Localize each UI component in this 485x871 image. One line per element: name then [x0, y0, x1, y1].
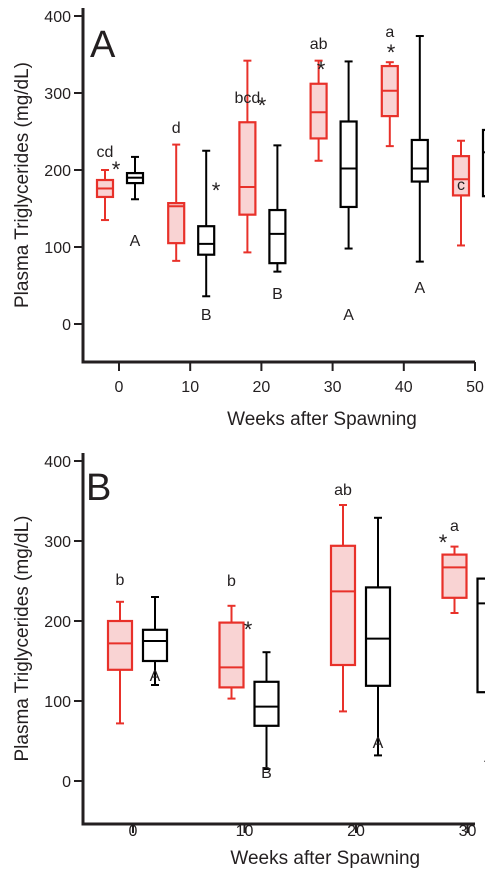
group-letter-red: b: [116, 572, 125, 589]
x-tick-label: 10: [236, 823, 254, 840]
black-box-20-iqr: [268, 208, 287, 265]
group-letter-red: bcd: [235, 90, 261, 107]
red-box-10-iqr: [218, 621, 245, 689]
black-box-30-iqr: [476, 577, 485, 694]
x-tick-label: 30: [324, 379, 342, 396]
y-tick-label: 100: [44, 240, 71, 257]
red-box-30-iqr: [309, 82, 328, 140]
x-tick-label: 30: [459, 823, 477, 840]
group-letter-black: B: [201, 307, 212, 324]
y-axis-label: Plasma Triglycerides (mg/dL): [12, 62, 33, 308]
significance-star: *: [317, 57, 326, 82]
x-tick-label: 10: [181, 379, 199, 396]
black-box-20-iqr: [364, 586, 392, 687]
group-letter-red: ab: [310, 36, 328, 53]
group-letter-red: b: [227, 573, 236, 590]
black-box-50-iqr: [481, 128, 485, 198]
x-tick-label: 0: [129, 823, 138, 840]
significance-star: *: [112, 157, 121, 182]
group-letter-black: A: [150, 668, 161, 685]
y-tick-label: 200: [44, 163, 71, 180]
y-tick-label: 400: [44, 454, 71, 471]
group-letter-black: A: [414, 280, 425, 297]
y-tick-label: 100: [44, 694, 71, 711]
significance-star: *: [439, 530, 448, 555]
red-box-20-iqr: [329, 544, 357, 667]
red-box-50-iqr: [451, 155, 471, 197]
black-box-10-iqr: [197, 225, 216, 256]
y-tick-label: 0: [62, 317, 71, 334]
group-letter-black: B: [272, 286, 283, 303]
y-tick-label: 400: [44, 9, 71, 26]
y-tick-label: 300: [44, 534, 71, 551]
group-letter-black: A: [373, 735, 384, 752]
panel-label: B: [86, 467, 111, 509]
significance-star: *: [387, 40, 396, 65]
red-box-0-iqr: [106, 619, 134, 671]
black-box-10-iqr: [253, 680, 280, 727]
x-axis-label: Weeks after Spawning: [230, 848, 420, 869]
group-letter-red: d: [172, 120, 181, 137]
significance-star: *: [212, 178, 221, 203]
significance-star: *: [244, 617, 253, 642]
y-tick-label: 0: [62, 774, 71, 791]
group-letter-red: ab: [334, 482, 352, 499]
panel-label: A: [90, 24, 116, 66]
black-box-0-iqr: [141, 628, 169, 663]
significance-star: *: [258, 93, 267, 118]
y-tick-label: 300: [44, 86, 71, 103]
group-letter-red: a: [385, 24, 394, 41]
red-box-30-iqr: [441, 553, 468, 599]
group-letter-black: A: [343, 307, 354, 324]
y-tick-label: 200: [44, 614, 71, 631]
group-letter-black: B: [261, 765, 272, 782]
group-letter-black: A: [130, 233, 141, 250]
y-axis-label: Plasma Triglycerides (mg/dL): [12, 515, 33, 761]
red-box-10-iqr: [167, 202, 186, 245]
x-tick-label: 40: [395, 379, 413, 396]
group-letter-red: c: [457, 177, 465, 194]
x-tick-label: 50: [466, 379, 484, 396]
red-box-20-iqr: [238, 121, 257, 216]
group-letter-red: a: [450, 518, 459, 535]
x-tick-label: 20: [347, 823, 365, 840]
x-tick-label: 20: [253, 379, 271, 396]
black-box-30-iqr: [339, 120, 358, 209]
x-axis-label: Weeks after Spawning: [227, 409, 417, 430]
group-letter-red: cd: [97, 144, 114, 161]
black-box-40-iqr: [410, 138, 429, 183]
x-tick-label: 0: [115, 379, 124, 396]
